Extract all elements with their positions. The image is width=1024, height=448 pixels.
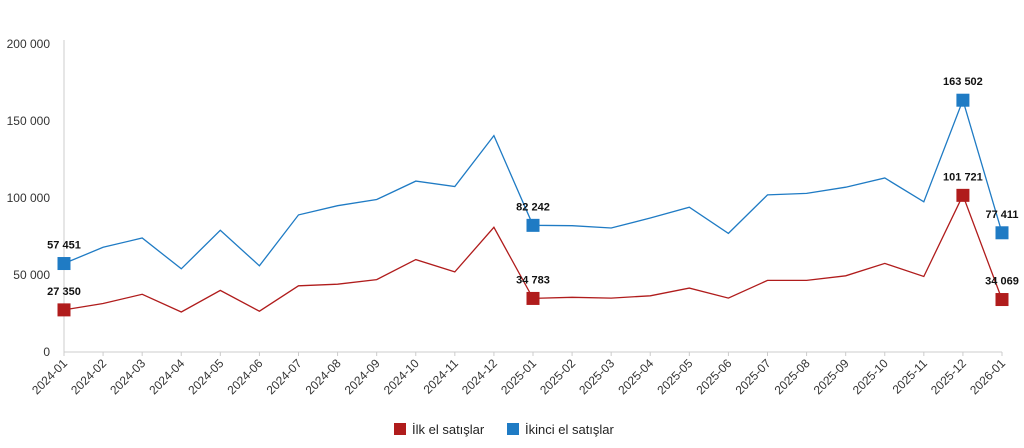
x-tick-label: 2024-03 (107, 356, 148, 397)
x-tick-label: 2024-07 (264, 356, 305, 397)
series-line-1 (63, 98, 1003, 270)
legend: İlk el satışlar İkinci el satışlar (394, 422, 615, 437)
x-tick-label: 2024-08 (303, 356, 344, 397)
x-tick-label: 2024-06 (224, 356, 265, 397)
data-label: 34 069 (985, 276, 1019, 288)
x-tick-label: 2024-09 (342, 356, 383, 397)
y-tick-label: 0 (43, 345, 50, 359)
data-label: 34 783 (516, 274, 550, 286)
x-tick-label: 2024-11 (421, 356, 462, 397)
data-point-marker (956, 188, 970, 202)
x-tick-label: 2024-01 (29, 356, 70, 397)
x-tick-label: 2025-07 (733, 356, 774, 397)
data-labels: 27 350 34 783 101 721 34 069 57 451 82 242 163… (47, 76, 1019, 317)
data-label: 57 451 (47, 240, 81, 252)
x-tick-label: 2025-02 (537, 356, 578, 397)
data-label: 101 721 (943, 171, 983, 183)
legend-swatch (507, 423, 519, 435)
x-tick-label: 2024-04 (146, 356, 187, 397)
x-tick-label: 2026-01 (967, 356, 1008, 397)
x-tick-label: 2025-12 (928, 356, 969, 397)
data-label: 27 350 (47, 286, 81, 298)
x-tick-label: 2025-05 (654, 356, 695, 397)
x-tick-label: 2024-10 (381, 356, 422, 397)
legend-label: İkinci el satışlar (525, 422, 615, 437)
data-point-marker (995, 226, 1009, 240)
legend-swatch (394, 423, 406, 435)
data-point-marker (995, 293, 1009, 307)
data-label: 163 502 (943, 76, 983, 88)
x-tick-label: 2025-03 (576, 356, 617, 397)
data-point-marker (526, 218, 540, 232)
y-tick-label: 100 000 (7, 191, 51, 205)
data-label: 82 242 (516, 201, 550, 213)
x-tick-label: 2025-04 (615, 356, 656, 397)
x-tick-label: 2025-01 (498, 356, 539, 397)
data-point-marker (57, 303, 71, 317)
y-tick-label: 50 000 (13, 268, 50, 282)
x-tick-label: 2025-06 (693, 356, 734, 397)
x-tick-label: 2025-10 (850, 356, 891, 397)
y-axis: 0 50 000 100 000 150 000 200 000 (7, 37, 65, 359)
x-tick-label: 2025-11 (890, 356, 931, 397)
x-tick-label: 2024-05 (185, 356, 226, 397)
data-point-marker (956, 93, 970, 107)
data-label: 77 411 (985, 209, 1018, 221)
y-tick-label: 150 000 (7, 114, 51, 128)
x-axis: 2024-012024-022024-032024-042024-052024-… (29, 351, 1008, 397)
y-tick-label: 200 000 (7, 37, 51, 51)
x-tick-label: 2024-12 (459, 356, 500, 397)
x-tick-label: 2025-09 (811, 356, 852, 397)
data-point-marker (57, 257, 71, 271)
legend-label: İlk el satışlar (412, 422, 485, 437)
x-tick-label: 2024-02 (68, 356, 109, 397)
x-tick-label: 2025-08 (772, 356, 813, 397)
data-point-marker (526, 291, 540, 305)
